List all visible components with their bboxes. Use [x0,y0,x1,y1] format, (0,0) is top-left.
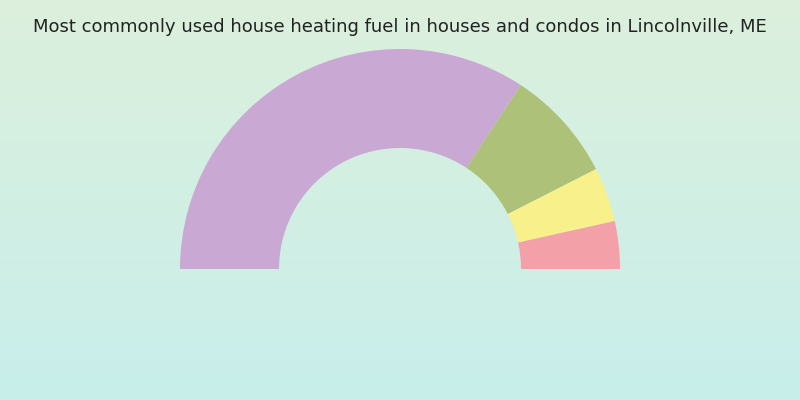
Wedge shape [180,49,521,269]
Wedge shape [508,169,614,243]
Wedge shape [466,85,596,214]
Wedge shape [518,221,620,269]
Text: Most commonly used house heating fuel in houses and condos in Lincolnville, ME: Most commonly used house heating fuel in… [33,18,767,36]
